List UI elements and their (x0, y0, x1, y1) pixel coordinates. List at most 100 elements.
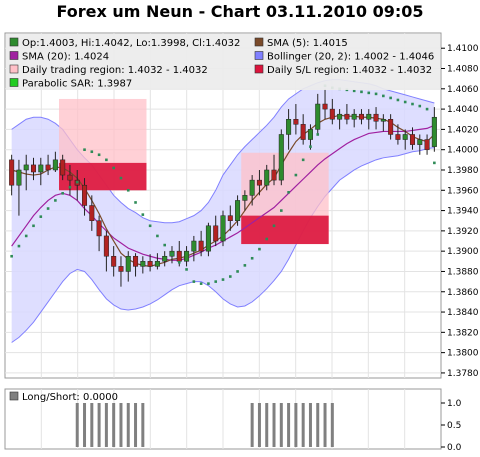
candle-body (162, 255, 168, 262)
candle-body (293, 119, 299, 125)
sar-dot (250, 256, 254, 260)
sar-dot (287, 191, 290, 194)
y-tick-label: 1.3840 (447, 308, 479, 318)
sub-legend: Long/Short: 0.0000 (9, 391, 118, 403)
long-short-bar (272, 403, 276, 447)
candle-body (176, 250, 182, 262)
long-short-bar (141, 403, 145, 447)
candle-body (154, 261, 160, 267)
sar-dot (258, 247, 261, 251)
candle-body (395, 134, 401, 140)
candle-body (286, 119, 292, 135)
y-tick-label: 1.4020 (447, 125, 479, 135)
y-tick-label: 1.3960 (447, 186, 479, 196)
candle-body (184, 250, 190, 262)
candle-body (125, 255, 131, 272)
legend-swatch (9, 37, 19, 47)
sar-dot (90, 150, 94, 154)
candle-body (431, 116, 437, 147)
sar-dot (425, 107, 429, 111)
sar-dot (54, 199, 57, 202)
sar-dot (148, 224, 152, 228)
y-tick-label: 1.3820 (447, 328, 479, 338)
stop-loss-region (241, 215, 329, 245)
candle-body (213, 225, 219, 242)
y-tick-label: 1.3800 (447, 349, 479, 359)
sar-dot (272, 224, 276, 228)
candle-body (16, 169, 22, 186)
sar-dot (97, 153, 101, 157)
candle-body (271, 169, 277, 181)
sar-dot (170, 252, 174, 256)
long-short-bar (257, 403, 261, 447)
long-short-bar (323, 403, 327, 447)
sar-dot (156, 234, 159, 238)
candle-body (417, 139, 423, 145)
y-tick-label: 1.3900 (447, 247, 479, 257)
sar-dot (61, 192, 64, 195)
long-short-bar (330, 403, 334, 447)
y-tick-label: 1.3880 (447, 267, 479, 277)
long-short-bar (316, 403, 320, 447)
sar-dot (192, 280, 196, 283)
chart-title: Forex um Neun - Chart 03.11.2010 09:05 (56, 2, 424, 21)
candle-body (45, 164, 51, 171)
sar-dot (352, 89, 356, 93)
sar-dot (389, 96, 392, 100)
candle-body (67, 174, 73, 181)
parabolic-sar (10, 84, 436, 285)
sar-dot (134, 201, 137, 204)
stop-loss-region (59, 162, 147, 191)
candle-body (278, 134, 284, 181)
y-tick-label: 1.4100 (447, 44, 479, 54)
legend-label: Op:1.4003, Hi:1.4042, Lo:1.3998, Cl:1.40… (22, 38, 240, 49)
candle-body (191, 240, 197, 252)
legend-swatch (9, 78, 19, 87)
sar-dot (316, 133, 320, 136)
y-tick-label: 1.3980 (447, 166, 479, 176)
long-short-bar (75, 403, 79, 447)
long-short-bar (301, 403, 305, 447)
sar-dot (68, 185, 72, 189)
long-short-bar (265, 403, 269, 447)
bollinger-lower-line (11, 147, 435, 343)
sar-dot (433, 161, 436, 165)
sar-dot (418, 104, 422, 108)
sar-dot (228, 275, 232, 278)
sar-dot (126, 188, 130, 192)
legend: Op:1.4003, Hi:1.4042, Lo:1.3998, Cl:1.40… (6, 34, 440, 90)
long-short-bar (97, 403, 101, 447)
candle-body (30, 164, 37, 173)
sar-dot (243, 264, 247, 267)
legend-label: Daily trading region: 1.4032 - 1.4032 (22, 65, 208, 76)
sar-dot (360, 90, 363, 94)
sub-y-tick-label: 0.0 (447, 443, 462, 453)
candle-body (402, 134, 408, 140)
candle-body (256, 179, 262, 186)
candle-body (388, 119, 394, 135)
legend-swatch (254, 37, 264, 47)
candle-body (23, 164, 29, 171)
candle-body (89, 205, 95, 221)
candle-body (249, 179, 255, 196)
candle-body (52, 159, 58, 171)
sar-dot (141, 213, 145, 216)
sar-dot (199, 282, 203, 285)
sar-dot (112, 166, 115, 170)
candle-body (315, 103, 321, 130)
sar-dot (367, 91, 371, 95)
candle-body (198, 240, 204, 252)
sar-dot (46, 207, 50, 210)
price-axis: 1.3780 1.3800 1.3820 1.3840 1.3860 1.3880 1.39… (441, 44, 479, 379)
candle-body (373, 113, 379, 122)
y-tick-label: 1.3860 (447, 288, 479, 298)
sar-dot (236, 270, 239, 273)
candle-body (9, 159, 15, 186)
candle-body (366, 113, 372, 120)
y-tick-label: 1.4080 (447, 65, 479, 75)
long-short-bar (134, 403, 138, 447)
long-short-bar (279, 403, 283, 447)
legend-label: SMA (5): 1.4015 (267, 38, 348, 49)
candle-body (220, 215, 226, 242)
sar-dot (39, 215, 43, 218)
